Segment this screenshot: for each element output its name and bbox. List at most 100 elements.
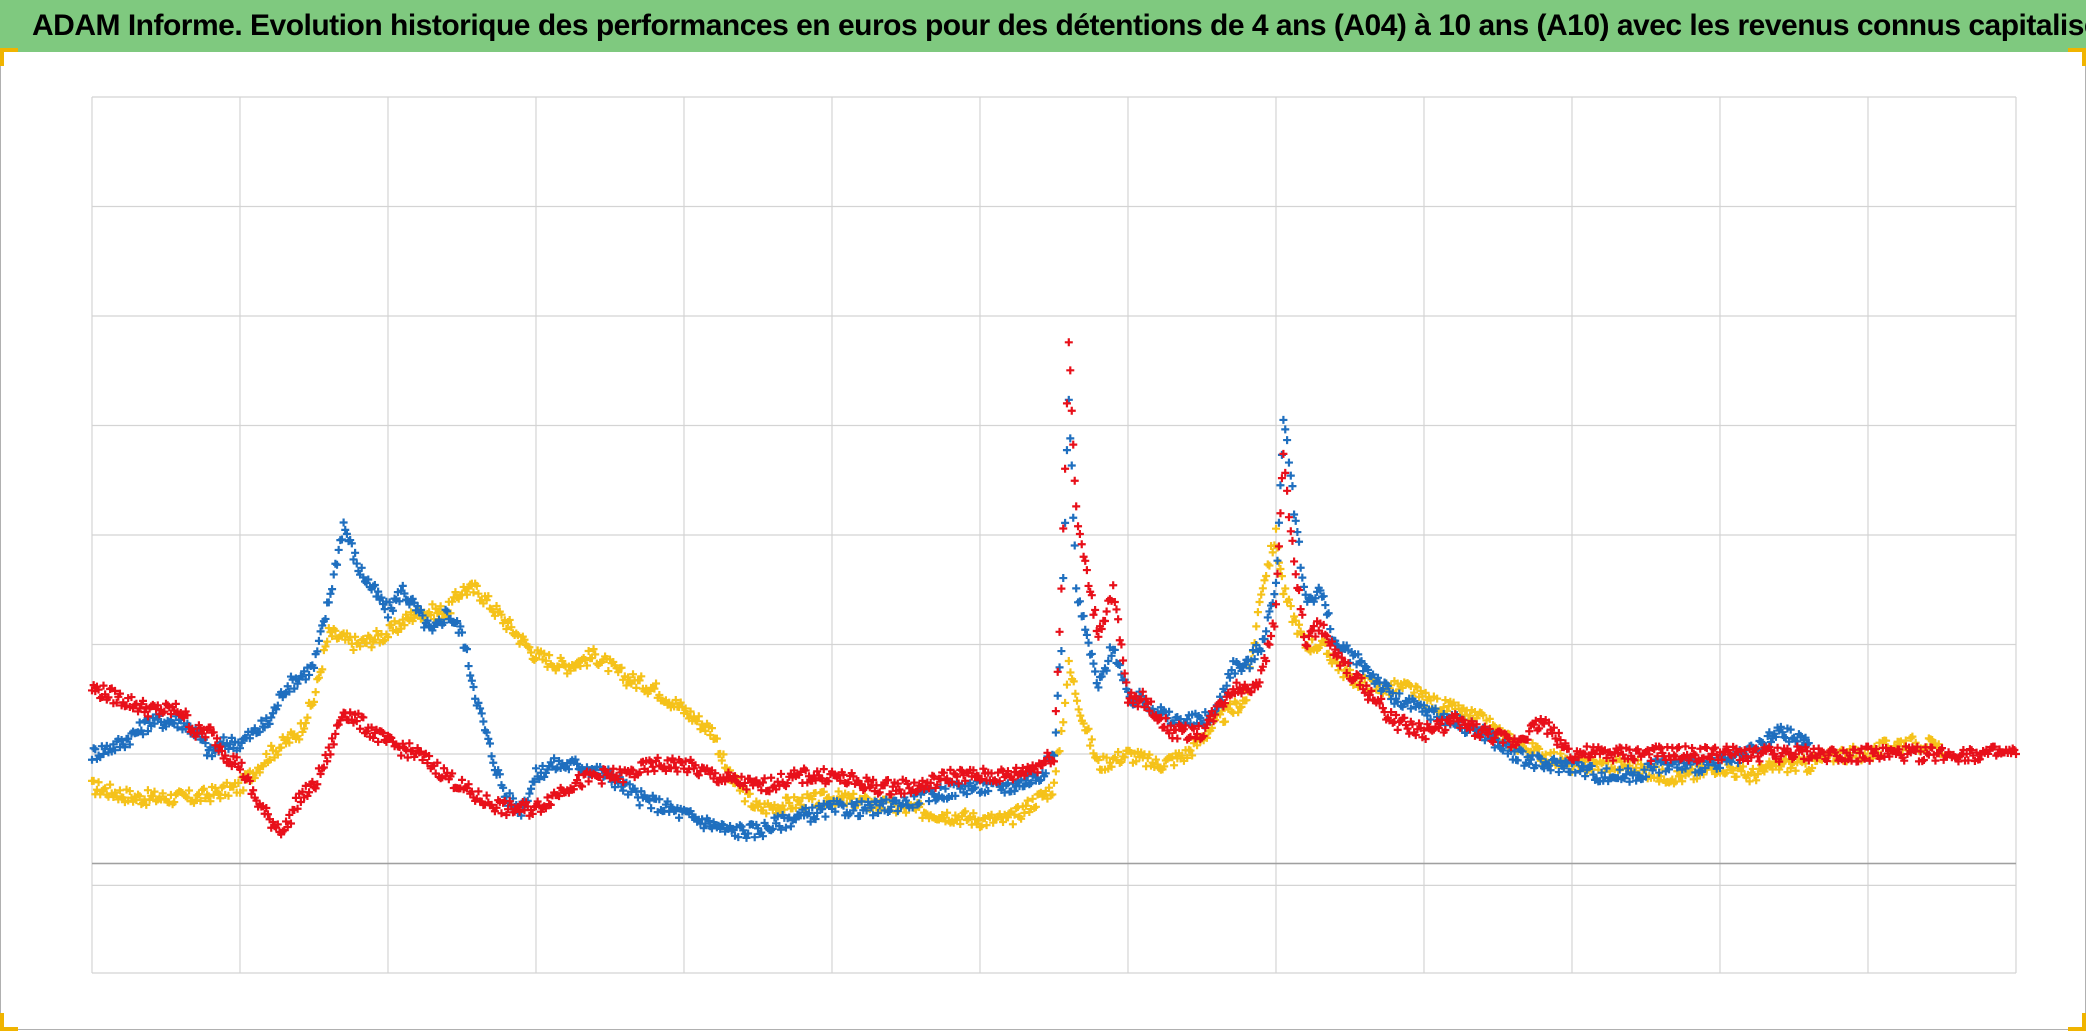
data-point <box>614 774 623 783</box>
data-point <box>1609 756 1618 765</box>
data-point <box>1311 594 1320 603</box>
data-point <box>1650 762 1659 771</box>
data-point <box>316 627 325 636</box>
data-point <box>1865 756 1874 765</box>
data-point <box>216 742 225 751</box>
data-point <box>143 727 152 736</box>
data-point <box>1403 724 1412 733</box>
data-point <box>1253 682 1262 691</box>
data-point <box>767 773 776 782</box>
data-point <box>740 797 749 806</box>
data-point <box>525 789 534 798</box>
data-point <box>883 776 892 785</box>
data-point <box>1311 632 1320 641</box>
data-point <box>1237 689 1246 698</box>
data-point <box>1316 586 1325 595</box>
data-point <box>637 787 646 796</box>
data-point <box>2010 745 2019 754</box>
data-point <box>1655 768 1664 777</box>
data-point <box>313 647 322 656</box>
data-point <box>1724 745 1733 754</box>
data-point <box>1109 581 1118 590</box>
data-point <box>1160 762 1169 771</box>
data-point <box>849 806 858 815</box>
data-point <box>347 539 356 548</box>
data-point <box>1132 692 1141 701</box>
data-point <box>245 776 254 785</box>
data-point <box>951 791 960 800</box>
data-point <box>464 780 473 789</box>
data-point <box>1885 752 1894 761</box>
data-point <box>1151 711 1160 720</box>
data-point <box>1681 742 1690 751</box>
data-point <box>1115 636 1124 645</box>
data-point <box>1716 763 1724 772</box>
data-point <box>1043 748 1052 757</box>
data-point <box>982 821 991 830</box>
data-point <box>1319 592 1328 601</box>
data-point <box>499 783 508 792</box>
data-point <box>1354 650 1363 659</box>
data-point <box>573 759 582 768</box>
data-point <box>1279 589 1288 598</box>
data-point <box>1919 755 1928 764</box>
data-point <box>160 707 169 716</box>
data-point <box>456 622 465 631</box>
data-point <box>1221 717 1230 726</box>
data-point <box>1008 820 1017 829</box>
data-point <box>196 796 205 805</box>
data-point <box>305 670 314 679</box>
data-point <box>1436 719 1445 728</box>
data-point <box>367 723 376 732</box>
data-point <box>135 792 144 801</box>
data-point <box>1375 699 1384 708</box>
data-point <box>1559 764 1568 773</box>
data-point <box>1288 482 1297 491</box>
data-point <box>742 785 751 794</box>
data-point <box>1051 767 1060 776</box>
data-point <box>1038 761 1047 770</box>
data-point <box>849 772 858 781</box>
data-point <box>1069 513 1078 522</box>
data-point <box>234 778 243 787</box>
data-point <box>1265 607 1274 616</box>
data-point <box>359 713 368 722</box>
data-point <box>1706 755 1715 764</box>
data-point <box>1062 680 1071 689</box>
data-point <box>1360 688 1369 697</box>
data-point <box>319 763 328 772</box>
data-point <box>1319 620 1328 629</box>
data-point <box>138 730 147 739</box>
data-point <box>1291 616 1300 625</box>
data-point <box>1050 778 1058 787</box>
data-point <box>171 699 180 708</box>
data-point <box>1270 622 1279 631</box>
data-point <box>1771 732 1780 741</box>
data-point <box>135 718 144 727</box>
data-point <box>1091 605 1100 614</box>
data-point <box>999 818 1008 827</box>
data-point <box>977 775 986 784</box>
data-point <box>352 559 361 568</box>
chart-title-bar: ADAM Informe. Evolution historique des p… <box>0 0 2086 52</box>
data-point <box>1398 683 1407 692</box>
data-point <box>362 639 371 648</box>
data-point <box>589 645 598 654</box>
data-point <box>1571 768 1580 777</box>
data-point <box>1081 625 1090 634</box>
data-point <box>1114 615 1123 624</box>
data-point <box>173 723 182 732</box>
data-point <box>1237 666 1246 675</box>
data-point <box>1472 720 1481 729</box>
data-point <box>1069 440 1078 449</box>
data-point <box>653 753 662 762</box>
data-point <box>185 786 194 795</box>
data-point <box>1232 678 1241 687</box>
data-point <box>1540 764 1549 773</box>
data-point <box>477 709 486 718</box>
data-point <box>1104 656 1113 665</box>
data-point <box>482 728 491 737</box>
data-point <box>1053 667 1062 676</box>
data-point <box>208 752 217 761</box>
data-point <box>528 809 537 818</box>
